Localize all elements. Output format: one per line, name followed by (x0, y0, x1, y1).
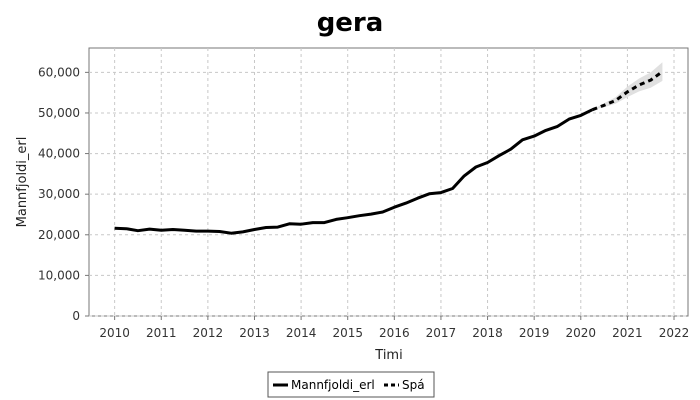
x-tick-label: 2017 (426, 326, 457, 340)
x-tick-label: 2016 (379, 326, 410, 340)
series-line-spa (591, 70, 664, 112)
x-tick-label: 2012 (193, 326, 224, 340)
y-tick-label: 50,000 (38, 106, 80, 120)
x-tick-label: 2014 (286, 326, 317, 340)
y-axis-label: Mannfjoldi_erl (15, 137, 30, 228)
y-tick-label: 0 (72, 309, 80, 323)
legend-label-mannfjoldi: Mannfjoldi_erl (291, 378, 375, 392)
legend-box (267, 371, 435, 398)
legend: Mannfjoldi_erl Spá (267, 371, 435, 398)
series-lines (114, 70, 664, 235)
x-tick-label: 2015 (332, 326, 363, 340)
x-tick-label: 2010 (99, 326, 130, 340)
x-tick-label: 2022 (659, 326, 690, 340)
x-tick-label: 2018 (472, 326, 503, 340)
x-tick-label: 2011 (146, 326, 177, 340)
x-axis-ticks: 2010 2011 2012 2013 2014 2015 2016 2017 2018 2019… (99, 316, 689, 340)
x-tick-label: 2019 (519, 326, 550, 340)
y-tick-label: 30,000 (38, 187, 80, 201)
plot-area (88, 47, 689, 317)
x-tick-label: 2020 (566, 326, 597, 340)
series-line-mannfjoldi (114, 108, 594, 235)
y-tick-label: 60,000 (38, 65, 80, 79)
y-tick-label: 20,000 (38, 228, 80, 242)
y-tick-label: 40,000 (38, 147, 80, 161)
x-axis-label: Timi (374, 348, 402, 363)
x-tick-label: 2021 (612, 326, 643, 340)
y-axis-ticks: 0 10,000 20,000 30,000 40,000 50,000 60,000 (38, 65, 89, 323)
chart-title: gera (317, 8, 384, 38)
y-tick-label: 10,000 (38, 268, 80, 282)
forecast-band-area (592, 62, 663, 110)
x-tick-label: 2013 (239, 326, 270, 340)
forecast-confidence-band (592, 62, 663, 110)
legend-label-spa: Spá (402, 378, 425, 392)
